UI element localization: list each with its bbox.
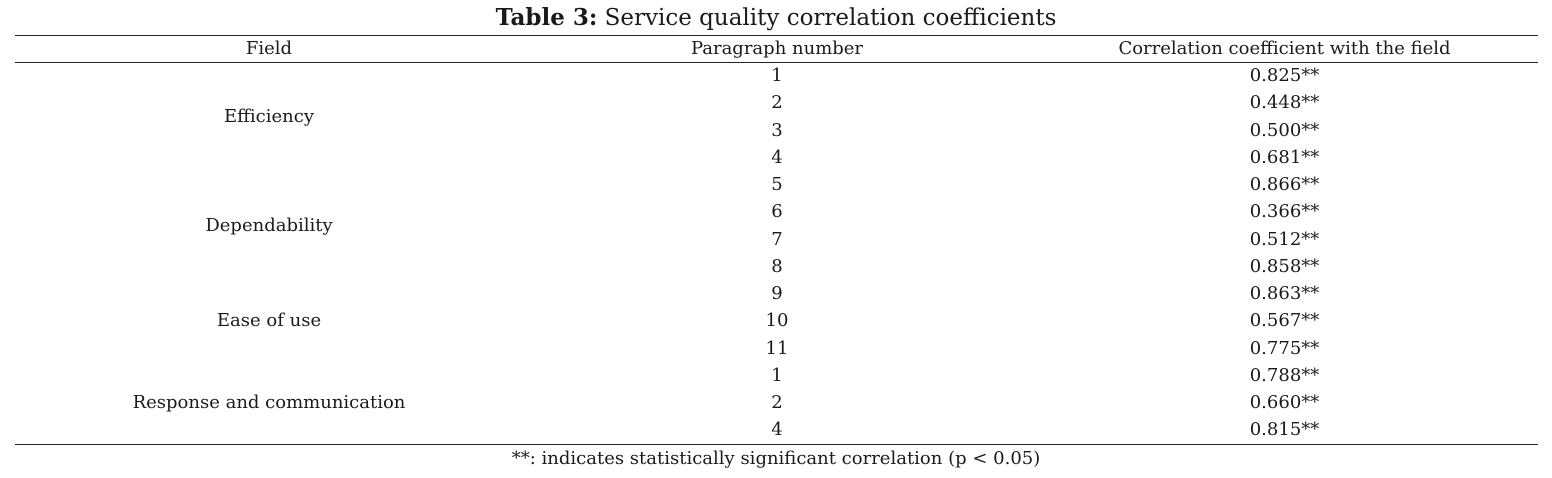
paragraph-number-cell: 1 [771,364,783,386]
coefficient-cell: 0.448** [1249,92,1320,114]
coefficient-cell: 0.815** [1249,419,1320,441]
coefficient-cell: 0.866** [1249,174,1320,196]
paragraph-number-cell: 2 [771,92,783,114]
coefficient-cell: 0.366** [1249,201,1320,223]
paragraph-number-cell: 4 [771,146,783,168]
table-row: Efficiency 1 0.825** [15,62,1538,127]
coefficient-cell: 0.500** [1249,119,1320,141]
correlation-table: Field Paragraph number Correlation coeff… [15,36,1538,444]
paragraph-number-cell: 10 [765,310,789,332]
header-correlation-coefficient: Correlation coefficient with the field [1118,38,1451,59]
paragraph-number-cell: 1 [771,65,783,87]
paragraph-number-cell: 7 [771,228,783,250]
table-row: Dependability 5 0.866** [15,171,1538,236]
table-body: Efficiency 1 0.825** 2 0.448** 3 0.500** 4 0.681… [15,62,1538,444]
table-row: 11 0.775** [15,335,1538,362]
table-row: 6 0.366** [15,198,1538,225]
coefficient-cell: 0.512** [1249,228,1320,250]
table-row: Ease of use 9 0.863** [15,280,1538,331]
coefficient-cell: 0.825** [1249,65,1320,87]
table-row: Response and communication 1 0.788** [15,362,1538,413]
coefficient-cell: 0.681** [1249,146,1320,168]
paragraph-number-cell: 11 [765,337,789,359]
table-title-label: Table 3: [495,4,598,31]
table-title: Table 3: Service quality correlation coe… [0,3,1552,33]
footnote: **: indicates statistically significant … [511,448,1041,469]
paragraph-number-cell: 4 [771,419,783,441]
coefficient-cell: 0.788** [1249,364,1320,386]
header-rule [15,62,1538,63]
field-cell: Ease of use [216,310,322,332]
table-row: 8 0.858** [15,253,1538,280]
table-row: 4 0.681** [15,144,1538,171]
header-row: Field Paragraph number Correlation coeff… [15,36,1538,62]
table-title-text: Service quality correlation coefficients [597,5,1057,31]
table-row: 2 0.448** [15,89,1538,116]
field-cell: Response and communication [132,392,406,414]
header-paragraph-number: Paragraph number [690,38,864,59]
top-rule [15,35,1538,36]
table-row: 4 0.815** [15,416,1538,443]
table-row: 10 0.567** [15,307,1538,334]
coefficient-cell: 0.863** [1249,283,1320,305]
coefficient-cell: 0.567** [1249,310,1320,332]
paragraph-number-cell: 6 [771,201,783,223]
header-field: Field [245,38,293,59]
paragraph-number-cell: 2 [771,392,783,414]
paragraph-number-cell: 3 [771,119,783,141]
field-cell: Dependability [205,215,333,236]
coefficient-cell: 0.660** [1249,392,1320,414]
paragraph-number-cell: 5 [771,174,783,196]
bottom-rule [15,444,1538,445]
table-row: 2 0.660** [15,389,1538,416]
coefficient-cell: 0.858** [1249,255,1320,277]
paragraph-number-cell: 8 [771,255,783,277]
table-row: 3 0.500** [15,117,1538,144]
table-row: 7 0.512** [15,226,1538,253]
field-cell: Efficiency [223,106,315,127]
paragraph-number-cell: 9 [771,283,783,305]
coefficient-cell: 0.775** [1249,337,1320,359]
